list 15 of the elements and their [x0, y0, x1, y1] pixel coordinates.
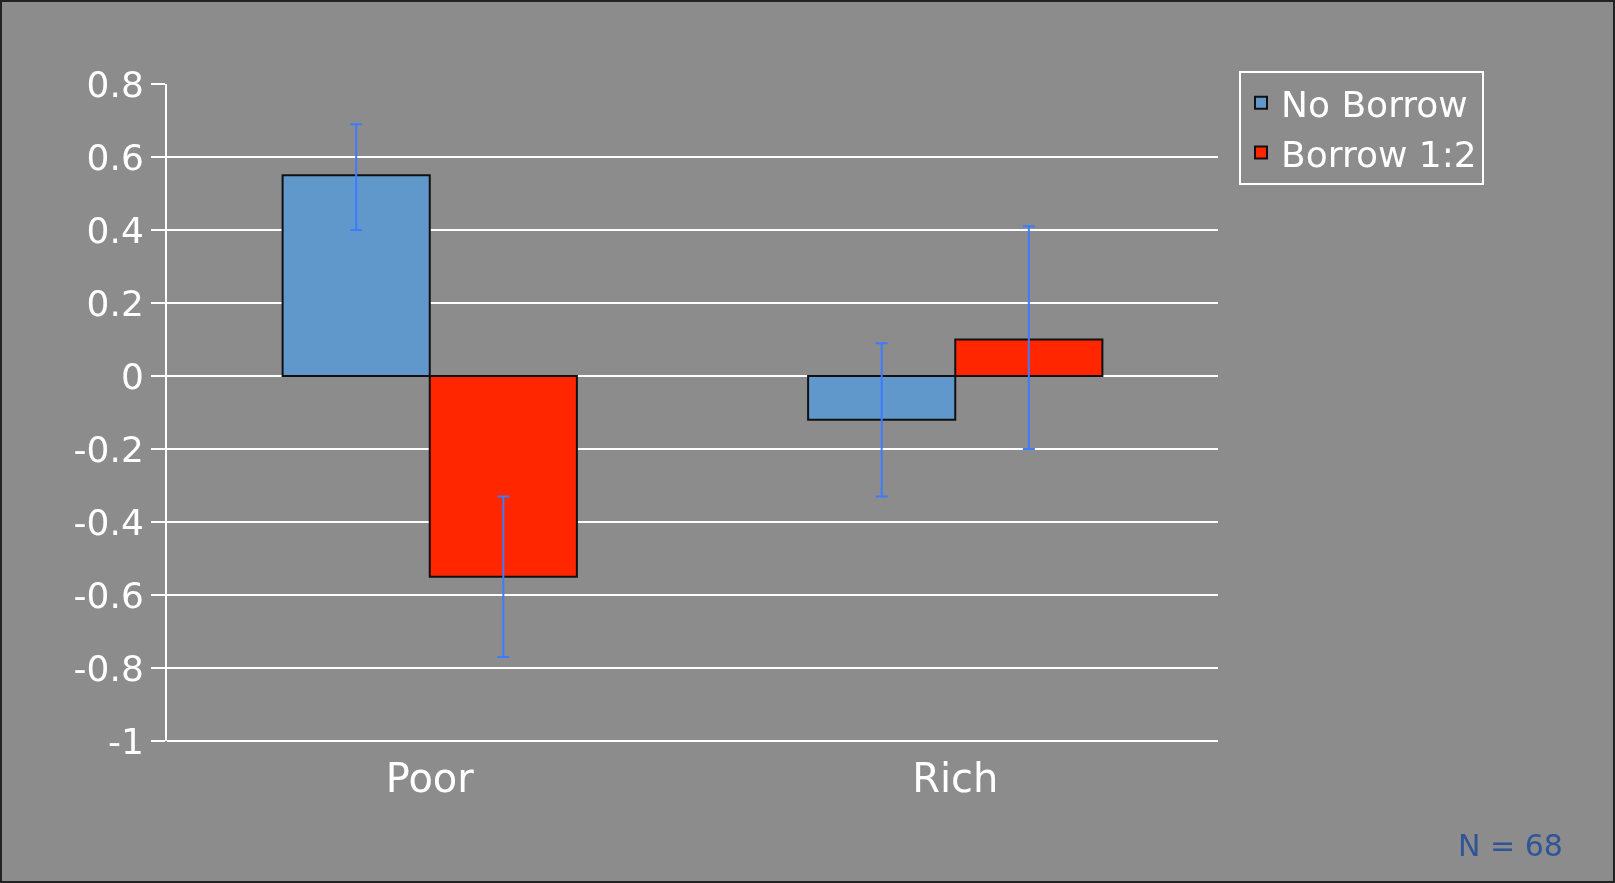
y-tick-label: -0.6: [73, 574, 144, 616]
y-tick-label: -0.2: [73, 428, 144, 470]
y-tick-label: 0: [120, 355, 144, 397]
y-tick-label: -0.8: [73, 647, 144, 689]
y-tick-label: 0.4: [86, 209, 144, 251]
y-tick-label: 0.6: [86, 136, 144, 178]
y-tick-label: -0.4: [73, 501, 144, 543]
text: N = 68: [1458, 828, 1563, 863]
legend-label: No Borrow: [1281, 83, 1468, 125]
y-tick-label: 0.8: [86, 63, 144, 105]
y-tick-label: 0.2: [86, 282, 144, 324]
x-tick-label: Rich: [912, 755, 999, 801]
y-tick-label: -1: [107, 720, 144, 762]
legend-label: Borrow 1:2: [1281, 133, 1477, 175]
x-tick-label: Poor: [385, 755, 475, 801]
